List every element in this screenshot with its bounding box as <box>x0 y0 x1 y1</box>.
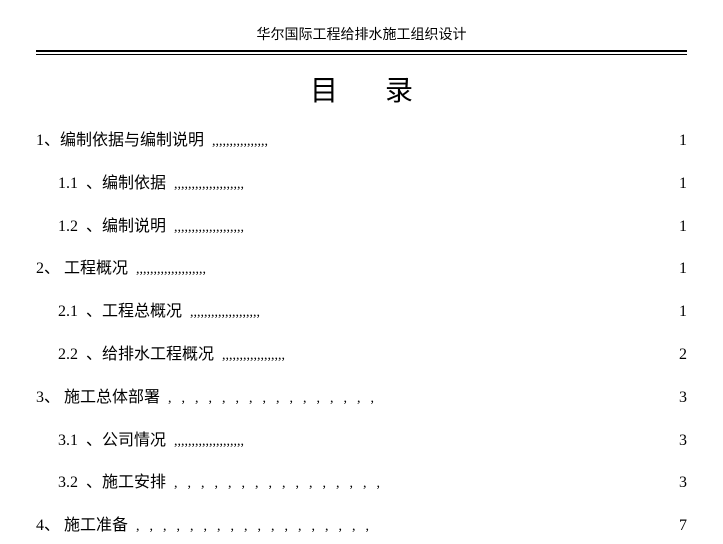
toc-entry: 3、 施工总体部署,,,,,,,,,,,,,,,, 3 <box>36 388 687 409</box>
entry-number: 2.1 、 <box>58 302 102 323</box>
entry-dots: ,,,,,,,,,,,,,,,,,,,, <box>166 433 244 451</box>
entry-label: 工程总概况 <box>102 302 182 323</box>
entry-label: 给排水工程概况 <box>102 345 214 366</box>
entry-label: 编制依据 <box>102 174 166 195</box>
entry-dots: ,,,,,,,,,,,,,,,,,,,, <box>128 261 206 279</box>
entry-number: 1、 <box>36 131 60 152</box>
entry-page: 3 <box>667 388 687 409</box>
toc-entry: 3.2 、施工安排,,,,,,,,,,,,,,,, 3 <box>36 473 687 494</box>
entry-label: 工程概况 <box>64 259 128 280</box>
entry-page: 1 <box>667 302 687 323</box>
header-divider <box>36 50 687 55</box>
entry-page: 1 <box>667 174 687 195</box>
entry-label: 编制依据与编制说明 <box>60 131 204 152</box>
entry-label: 施工安排 <box>102 473 166 494</box>
entry-dots: ,,,,,,,,,,,,,,,, <box>204 133 268 151</box>
toc-entry: 2.2 、给排水工程概况,,,,,,,,,,,,,,,,,, 2 <box>36 345 687 366</box>
toc-container: 1、编制依据与编制说明,,,,,,,,,,,,,,,,11.1 、编制依据,,,… <box>36 131 687 537</box>
entry-number: 3.2 、 <box>58 473 102 494</box>
entry-number: 1.1 、 <box>58 174 102 195</box>
entry-dots: ,,,,,,,,,,,,,,,,,,,, <box>182 304 260 322</box>
toc-entry: 1.2 、编制说明,,,,,,,,,,,,,,,,,,,, 1 <box>36 217 687 238</box>
entry-dots: ,,,,,,,,,,,,,,,,,, <box>214 347 285 365</box>
toc-entry: 4、 施工准备,,,,,,,,,,,,,,,,,, 7 <box>36 516 687 537</box>
entry-page: 2 <box>667 345 687 366</box>
toc-title: 目 录 <box>36 69 687 109</box>
entry-label: 编制说明 <box>102 217 166 238</box>
entry-page: 1 <box>667 217 687 238</box>
entry-page: 3 <box>667 431 687 452</box>
entry-number: 1.2 、 <box>58 217 102 238</box>
entry-number: 3.1 、 <box>58 431 102 452</box>
entry-dots: ,,,,,,,,,,,,,,,,,,,, <box>166 219 244 237</box>
toc-entry: 2、 工程概况,,,,,,,,,,,,,,,,,,,, 1 <box>36 259 687 280</box>
entry-page: 1 <box>667 131 687 152</box>
toc-entry: 3.1 、公司情况,,,,,,,,,,,,,,,,,,,, 3 <box>36 431 687 452</box>
entry-number: 3、 <box>36 388 64 409</box>
entry-page: 3 <box>667 473 687 494</box>
entry-dots: ,,,,,,,,,,,,,,,,,, <box>128 518 379 536</box>
entry-dots: ,,,,,,,,,,,,,,,, <box>166 475 390 493</box>
entry-page: 1 <box>667 259 687 280</box>
toc-entry: 2.1 、工程总概况,,,,,,,,,,,,,,,,,,,, 1 <box>36 302 687 323</box>
entry-label: 施工准备 <box>64 516 128 537</box>
toc-entry: 1.1 、编制依据,,,,,,,,,,,,,,,,,,,, 1 <box>36 174 687 195</box>
entry-label: 公司情况 <box>102 431 166 452</box>
entry-label: 施工总体部署 <box>64 388 160 409</box>
entry-number: 2、 <box>36 259 64 280</box>
entry-dots: ,,,,,,,,,,,,,,,,,,,, <box>166 176 244 194</box>
header-title: 华尔国际工程给排水施工组织设计 <box>36 24 687 50</box>
toc-entry: 1、编制依据与编制说明,,,,,,,,,,,,,,,, 1 <box>36 131 687 152</box>
entry-number: 2.2 、 <box>58 345 102 366</box>
entry-number: 4、 <box>36 516 64 537</box>
entry-dots: ,,,,,,,,,,,,,,,, <box>160 390 384 408</box>
entry-page: 7 <box>667 516 687 537</box>
